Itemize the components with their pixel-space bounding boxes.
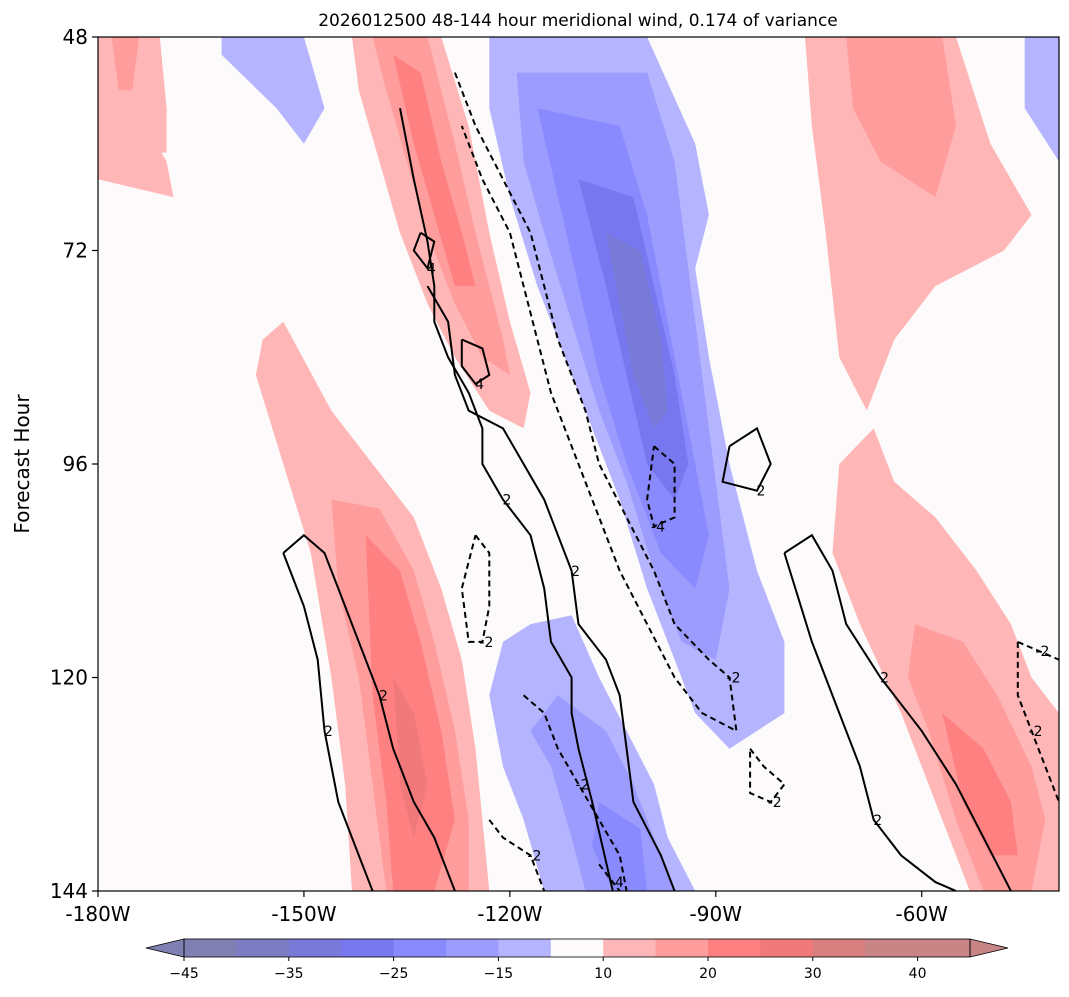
filled-region-11	[111, 37, 140, 91]
colorbar-segment-7	[550, 939, 604, 957]
colorbar-tick-label-7: 40	[909, 966, 927, 982]
colorbar-tick-label-3: −15	[484, 966, 514, 982]
colorbar-segment-3	[341, 939, 395, 957]
y-tick-label-1: 72	[63, 239, 88, 263]
contour-label-7: 2	[880, 671, 889, 687]
contour-label-11: -2	[479, 635, 493, 651]
contour-labels: 2 2 4 4 2 2 2 2 2 -2 -4 -2 -2 -2 -2 -2 -2 -4	[324, 261, 1049, 891]
contour-label-9: -2	[727, 671, 741, 687]
colorbar-tick-label-2: −25	[379, 966, 409, 982]
contour-label-3: 4	[475, 377, 484, 393]
filled-region-20	[805, 37, 1032, 411]
colorbar-segment-11	[760, 939, 814, 957]
contour-label-17: -4	[610, 875, 624, 891]
x-tick-label-4: -60W	[895, 902, 948, 926]
colorbar-over-arrow	[969, 938, 1009, 958]
contour-line-5	[282, 533, 456, 891]
contour-line-14	[749, 748, 786, 804]
filled-region-24	[942, 713, 1018, 856]
x-tick-label-1: -150W	[271, 902, 336, 926]
contour-line-15	[1017, 640, 1059, 661]
x-axis: -180W -150W -120W -90W -60W	[65, 891, 948, 926]
x-tick-label-0: -180W	[65, 902, 130, 926]
contour-line-16	[1016, 641, 1059, 803]
contour-label-4: 2	[757, 484, 766, 500]
filled-region-21	[846, 37, 956, 198]
contour-line-3	[460, 338, 491, 386]
contour-line-7	[783, 533, 1012, 891]
y-axis-label: Forecast Hour	[10, 394, 34, 534]
filled-region-14	[393, 54, 476, 287]
filled-contours	[98, 37, 1059, 891]
filled-region-15	[98, 108, 174, 198]
colorbar-segment-6	[498, 939, 552, 957]
y-axis: 48 72 96 120 144	[50, 25, 98, 903]
filled-region-19	[393, 677, 428, 838]
x-tick-label-3: -90W	[690, 902, 743, 926]
contour-label-14: -2	[768, 795, 782, 811]
colorbar-tick-label-6: 30	[804, 966, 822, 982]
colorbar-frame	[183, 938, 971, 958]
y-tick-label-4: 144	[50, 879, 88, 903]
colorbar: −45 −35 −25 −15 10 20 30 40	[145, 938, 1009, 982]
contour-label-2: 4	[427, 261, 436, 277]
chart-title: 2026012500 48-144 hour meridional wind, …	[318, 11, 838, 31]
colorbar-segment-1	[236, 939, 290, 957]
colorbar-segment-13	[865, 939, 919, 957]
contour-label-0: 2	[503, 493, 512, 509]
colorbar-segment-8	[603, 939, 657, 957]
contour-label-1: 2	[571, 564, 580, 580]
filled-region-0	[221, 37, 325, 144]
contour-line-17	[598, 863, 621, 891]
colorbar-segment-14	[917, 939, 971, 957]
colorbar-segment-9	[655, 939, 709, 957]
contour-label-5: 2	[379, 688, 388, 704]
contour-line-4	[721, 426, 772, 492]
filled-region-8	[592, 802, 648, 891]
x-tick-label-2: -120W	[477, 902, 542, 926]
contour-label-8: 2	[873, 813, 882, 829]
contour-label-13: -2	[527, 848, 541, 864]
colorbar-tick-label-0: −45	[169, 966, 199, 982]
contour-label-10: -4	[651, 519, 665, 535]
contour-label-16: -2	[1029, 724, 1043, 740]
colorbar-under-arrow	[145, 938, 185, 958]
contour-line-10	[646, 445, 676, 528]
contour-line-2	[412, 231, 436, 271]
contour-label-12: -2	[576, 777, 590, 793]
colorbar-tick-label-1: −35	[274, 966, 304, 982]
colorbar-segment-5	[446, 939, 499, 957]
contour-line-1	[426, 285, 676, 891]
contour-line-8	[783, 552, 957, 891]
colorbar-tick-label-5: 20	[699, 966, 717, 982]
colorbar-segment-2	[288, 939, 342, 957]
contour-line-13	[488, 819, 546, 891]
filled-region-5	[606, 232, 668, 429]
y-tick-label-0: 48	[63, 25, 88, 49]
colorbar-segment-12	[812, 939, 866, 957]
plot-area: 2 2 4 4 2 2 2 2 2 -2 -4 -2 -2 -2 -2 -2 -2 -4	[97, 36, 1060, 892]
contour-line-6	[282, 552, 374, 891]
filled-region-9	[1024, 37, 1059, 162]
y-tick-label-2: 96	[63, 452, 88, 476]
contour-line-0	[399, 108, 614, 891]
y-tick-label-3: 120	[50, 666, 88, 690]
contour-lines	[282, 72, 1059, 891]
colorbar-segment-4	[393, 939, 447, 957]
contour-line-9	[453, 72, 738, 733]
contour-line-11	[460, 534, 491, 643]
colorbar-segment-0	[184, 939, 237, 957]
colorbar-tick-label-4: 10	[594, 966, 612, 982]
contour-label-6: 2	[324, 724, 333, 740]
contour-label-15: -2	[1035, 644, 1049, 660]
colorbar-segment-10	[708, 939, 761, 957]
